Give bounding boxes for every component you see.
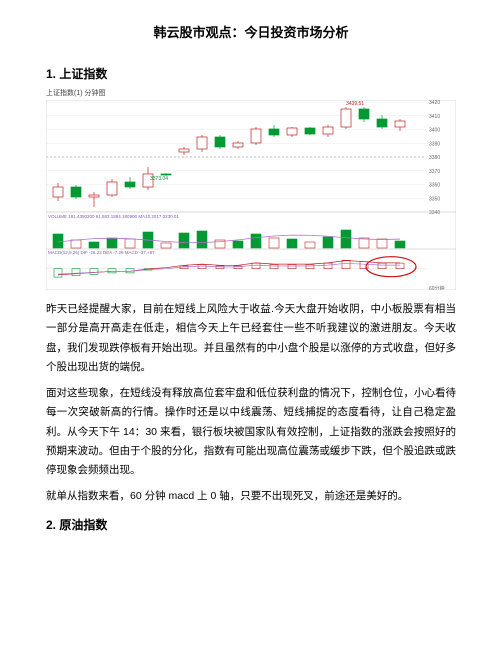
paragraph-3: 就单从指数来看，60 分钟 macd 上 0 轴，只要不出现死叉，前途还是美好的… [46, 487, 456, 506]
svg-text:3380: 3380 [429, 155, 440, 161]
svg-text:VOLUME 181.4350200 61.583.1884: VOLUME 181.4350200 61.583.1884.180900 MA… [48, 214, 179, 219]
svg-text:3360: 3360 [429, 183, 440, 189]
section-1-heading: 1. 上证指数 [46, 65, 456, 82]
section-2-heading: 2. 原油指数 [46, 516, 456, 533]
paragraph-1: 昨天已经提醒大家，目前在短线上风险大于收益.今天大盘开始收阴，中小板股票有相当一… [46, 300, 456, 378]
page-title: 韩云股市观点：今日投资市场分析 [46, 22, 456, 41]
paragraph-2: 面对这些现象，在短线没有释放高位套牢盘和低位获利盘的情况下，控制仓位，小心看待每… [46, 384, 456, 481]
svg-text:3340: 3340 [429, 210, 440, 216]
svg-text:3400: 3400 [429, 128, 440, 134]
svg-text:3350: 3350 [429, 196, 440, 202]
stock-chart: 3420 3410 3400 3390 3380 3370 3360 3350 3340 3373… [46, 100, 456, 290]
svg-text:60分钟: 60分钟 [429, 285, 445, 290]
svg-text:3370: 3370 [429, 169, 440, 175]
svg-text:3390: 3390 [429, 141, 440, 147]
document-page: 韩云股市观点：今日投资市场分析 1. 上证指数 上证指数(1) 分钟图 3420… [0, 0, 502, 559]
chart-caption: 上证指数(1) 分钟图 [46, 88, 456, 98]
candlestick-chart-svg: 3420 3410 3400 3390 3380 3370 3360 3350 3340 3373… [46, 100, 456, 290]
svg-text:3420: 3420 [429, 100, 440, 106]
svg-text:MACD(12,9,26) DIF -26.22 DEA -: MACD(12,9,26) DIF -26.22 DEA -7.28 MACD … [48, 250, 155, 255]
svg-text:3373.04: 3373.04 [150, 176, 168, 182]
svg-text:3439.51: 3439.51 [346, 101, 364, 107]
svg-text:3410: 3410 [429, 114, 440, 120]
